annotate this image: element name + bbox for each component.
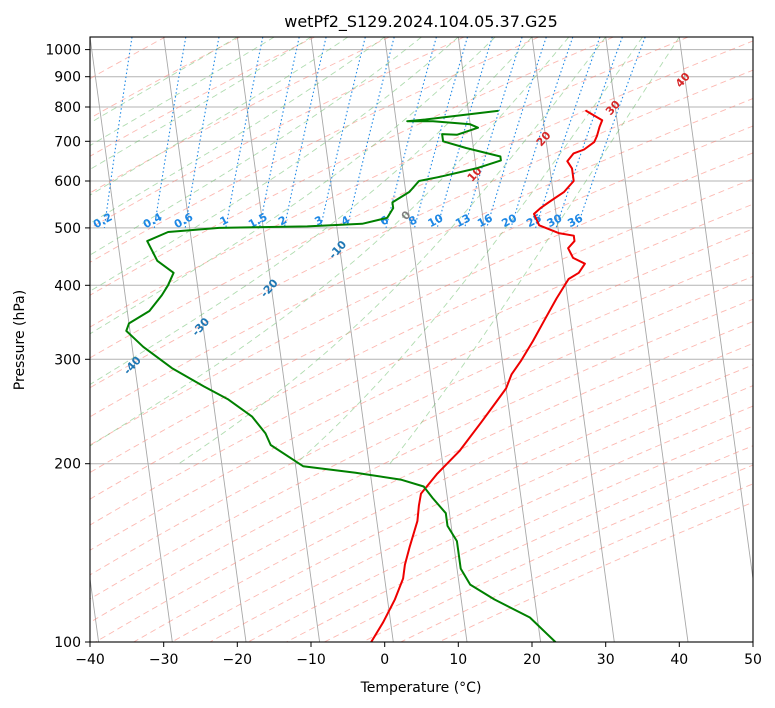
axis-layer: −40 −30 −20 −10 0 10 20 30 40 50 100 200 300 400 500 60… [45, 43, 762, 668]
dry-adiabat-360 [90, 152, 753, 473]
isotherm-40 [678, 37, 753, 583]
dry-adiabat-460 [209, 385, 753, 642]
plot-background [90, 37, 753, 642]
x-tick-label-3: −10 [296, 652, 326, 668]
moist-adiabat--5 [90, 37, 349, 196]
x-tick-label-5: 10 [449, 652, 467, 668]
plot-frame [89, 36, 754, 643]
isotherm-30 [605, 37, 689, 642]
dry-adiabat-430 [95, 321, 753, 642]
mixing-ratio-line-15 [535, 37, 601, 229]
dry-adiabat-450 [171, 364, 753, 642]
y-tick-label-6: 700 [54, 134, 81, 150]
isotherm--10 [310, 37, 394, 642]
isotherm--20 [236, 37, 321, 642]
isotherm-0 [384, 37, 468, 642]
x-tick-label-1: −30 [149, 652, 179, 668]
x-axis-title: Temperature (°C) [360, 680, 482, 696]
dry-adiabat-300 [90, 37, 614, 296]
moist-adiabat--10 [90, 37, 312, 170]
mixing-ratio-line-10 [413, 37, 469, 229]
y-tick-label-5: 600 [54, 174, 81, 190]
isotherm-20 [531, 37, 615, 642]
mixing-ratio-line-17 [576, 37, 646, 229]
chart-title: wetPf2_S129.2024.104.05.37.G25 [284, 12, 558, 32]
dry-adiabat-350 [90, 125, 753, 446]
mixing-ratio-line-4 [225, 37, 264, 228]
mixing-ratio-line-13 [486, 37, 547, 229]
dry-adiabat-320 [90, 40, 753, 359]
dry-adiabat-290 [90, 37, 539, 263]
dry-adiabat-420 [90, 298, 753, 623]
temperature-profile-line [370, 109, 604, 642]
dry-adiabat-400 [90, 252, 753, 576]
moist-adiabat-40 [389, 37, 680, 464]
x-tick-label-0: −40 [75, 652, 105, 668]
mixing-ratio-line-7 [319, 37, 366, 229]
dewpoint-profile-line [125, 109, 557, 642]
mixing-ratio-line-9 [385, 37, 437, 229]
mixing-ratio-label-14: 20 [499, 211, 519, 230]
moist-adiabat-0 [90, 37, 385, 224]
y-axis-title: Pressure (hPa) [12, 290, 28, 390]
x-tick-label-7: 30 [597, 652, 615, 668]
isotherm-10 [457, 37, 542, 642]
x-tick-label-8: 40 [670, 652, 688, 668]
y-tick-label-9: 1000 [45, 43, 81, 59]
mixing-ratio-line-1 [103, 37, 133, 228]
dry-adiabat-390 [90, 228, 753, 551]
isotherm--40 [90, 37, 173, 642]
mixing-ratio-line-11 [436, 37, 493, 229]
dry-adiabat-260 [90, 37, 315, 157]
mixing-ratio-label-13: 16 [475, 211, 495, 230]
moist-adiabat-20 [90, 37, 533, 386]
mixing-ratio-line-5 [258, 37, 300, 229]
moist-adiabat-5 [90, 37, 422, 256]
moist-adiabat-25 [90, 37, 570, 447]
x-tick-label-2: −20 [223, 652, 253, 668]
mixing-ratio-line-14 [510, 37, 574, 229]
y-tick-label-7: 800 [54, 100, 81, 116]
moist-adiabat-15 [90, 37, 496, 335]
mixing-ratio-label-17: 36 [565, 211, 585, 230]
dry-adiabat-330 [90, 69, 753, 389]
moist-adiabat--20 [90, 37, 238, 124]
x-tick-label-6: 20 [523, 652, 541, 668]
dry-adiabat-370 [90, 178, 753, 500]
mixing-ratio-line-8 [346, 37, 395, 229]
y-tick-label-1: 200 [54, 457, 81, 473]
moist-adiabat--15 [90, 37, 275, 147]
y-tick-label-3: 400 [54, 278, 81, 294]
isotherm--30 [163, 37, 247, 642]
moist-adiabat-30 [178, 37, 607, 465]
mixing-ratio-label-12: 13 [453, 211, 473, 230]
dry-adiabat-270 [90, 37, 390, 194]
mixing-ratio-label-16: 30 [545, 211, 565, 230]
mixing-ratio-label-11: 10 [426, 211, 446, 230]
mixing-ratio-line-3 [184, 37, 220, 228]
y-tick-label-8: 900 [54, 70, 81, 86]
mixing-ratio-line-6 [283, 37, 327, 229]
grid-layer [90, 37, 753, 642]
mixing-ratio-line-12 [464, 37, 523, 229]
y-tick-label-2: 300 [54, 352, 81, 368]
x-tick-label-9: 50 [744, 652, 762, 668]
y-tick-label-4: 500 [54, 221, 81, 237]
moist-adiabat-35 [295, 37, 643, 465]
y-tick-label-0: 100 [54, 635, 81, 651]
profile-layer [125, 109, 604, 642]
x-tick-label-4: 0 [380, 652, 389, 668]
